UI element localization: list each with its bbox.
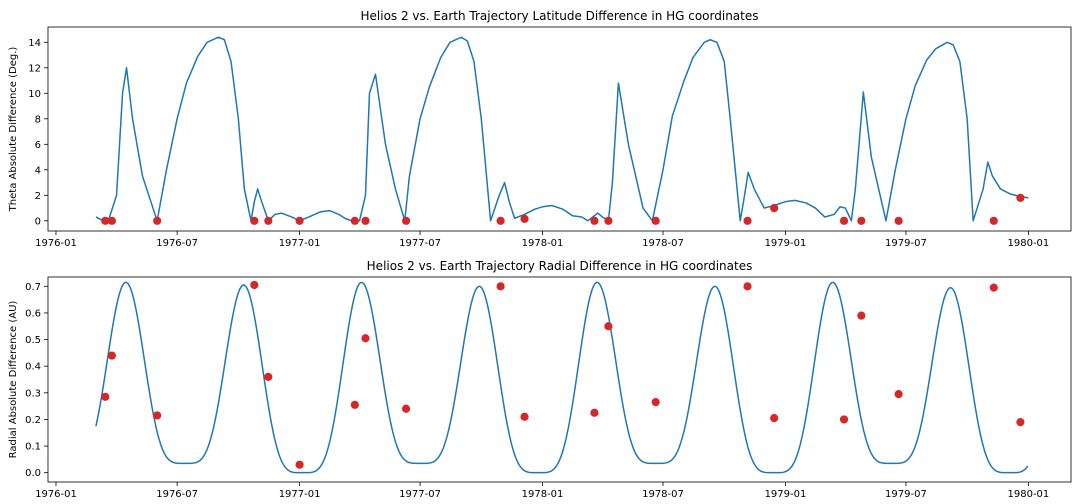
x-tick-label: 1976-07 [156, 489, 198, 500]
data-point [651, 398, 660, 407]
data-point [153, 216, 162, 225]
data-point [857, 311, 866, 320]
data-point [101, 392, 110, 401]
chart-title: Helios 2 vs. Earth Trajectory Latitude D… [361, 9, 759, 23]
x-tick-label: 1978-01 [522, 238, 564, 249]
y-axis-label: Radial Absolute Difference (AU) [8, 301, 19, 459]
data-point [264, 372, 273, 381]
data-point [295, 216, 304, 225]
x-tick-label: 1979-07 [885, 238, 927, 249]
x-tick-label: 1976-07 [156, 238, 198, 249]
y-tick-label: 0.0 [25, 468, 41, 479]
data-point [1016, 417, 1025, 427]
x-tick-label: 1977-01 [279, 238, 321, 249]
x-tick-label: 1976-01 [35, 489, 77, 500]
data-point [743, 282, 752, 291]
data-point [857, 216, 866, 225]
y-tick-label: 0.2 [25, 415, 41, 426]
y-tick-label: 0 [35, 216, 41, 227]
data-point [839, 216, 849, 225]
data-point [496, 282, 505, 291]
x-tick-label: 1979-01 [765, 489, 807, 500]
data-point [770, 203, 779, 213]
y-tick-label: 0.7 [25, 282, 41, 293]
axes-frame [47, 26, 1072, 232]
data-point [350, 216, 359, 225]
x-tick-label: 1978-07 [642, 489, 684, 500]
y-tick-label: 4 [35, 165, 41, 176]
y-tick-label: 10 [28, 89, 41, 100]
data-point [264, 216, 273, 225]
data-point [894, 216, 903, 225]
data-point [743, 216, 752, 225]
data-point [989, 216, 998, 225]
x-tick-label: 1976-01 [35, 238, 77, 249]
y-tick-label: 0.3 [25, 388, 41, 399]
data-point [361, 334, 370, 343]
plot-area [95, 36, 1029, 225]
radial-chart: Helios 2 vs. Earth Trajectory Radial Dif… [8, 259, 1072, 500]
data-point [651, 216, 660, 225]
data-point [590, 216, 599, 225]
y-tick-label: 6 [35, 140, 41, 151]
data-point [361, 216, 370, 225]
y-tick-label: 14 [28, 38, 41, 49]
x-tick-label: 1977-07 [399, 238, 441, 249]
data-point [350, 400, 359, 409]
data-point [839, 415, 849, 424]
chart-title: Helios 2 vs. Earth Trajectory Radial Dif… [367, 259, 753, 273]
series-line [95, 281, 1029, 474]
data-point [604, 216, 613, 225]
data-point [107, 351, 116, 360]
data-point [153, 411, 162, 420]
y-tick-label: 0.1 [25, 442, 41, 453]
x-tick-label: 1977-01 [279, 489, 321, 500]
data-point [250, 216, 259, 225]
axes-frame [47, 276, 1072, 483]
data-point [520, 214, 529, 223]
x-tick-label: 1978-07 [642, 238, 684, 249]
y-tick-label: 8 [35, 114, 41, 125]
data-point [989, 283, 998, 292]
data-point [770, 414, 779, 423]
y-tick-label: 2 [35, 191, 41, 202]
series-line [95, 36, 1029, 222]
data-point [520, 412, 529, 421]
y-axis-label: Theta Absolute Difference (Deg.) [8, 47, 19, 213]
latitude-chart: Helios 2 vs. Earth Trajectory Latitude D… [8, 9, 1072, 249]
x-tick-label: 1979-01 [765, 238, 807, 249]
data-point [894, 390, 903, 399]
data-point [250, 280, 259, 290]
plot-area [95, 280, 1029, 474]
data-point [1016, 193, 1025, 202]
data-point [101, 216, 110, 225]
data-point [295, 460, 304, 469]
y-tick-label: 0.4 [25, 362, 41, 373]
x-tick-label: 1978-01 [522, 489, 564, 500]
x-tick-label: 1980-01 [1008, 238, 1050, 249]
x-tick-label: 1980-01 [1008, 489, 1050, 500]
x-tick-label: 1979-07 [885, 489, 927, 500]
data-point [401, 216, 411, 225]
data-point [496, 216, 505, 225]
data-point [107, 216, 116, 225]
y-tick-label: 0.6 [25, 308, 41, 319]
data-point [590, 408, 599, 417]
x-tick-label: 1977-07 [399, 489, 441, 500]
y-tick-label: 12 [28, 63, 41, 74]
y-tick-label: 0.5 [25, 335, 41, 346]
data-point [401, 404, 411, 413]
data-point [604, 322, 613, 331]
